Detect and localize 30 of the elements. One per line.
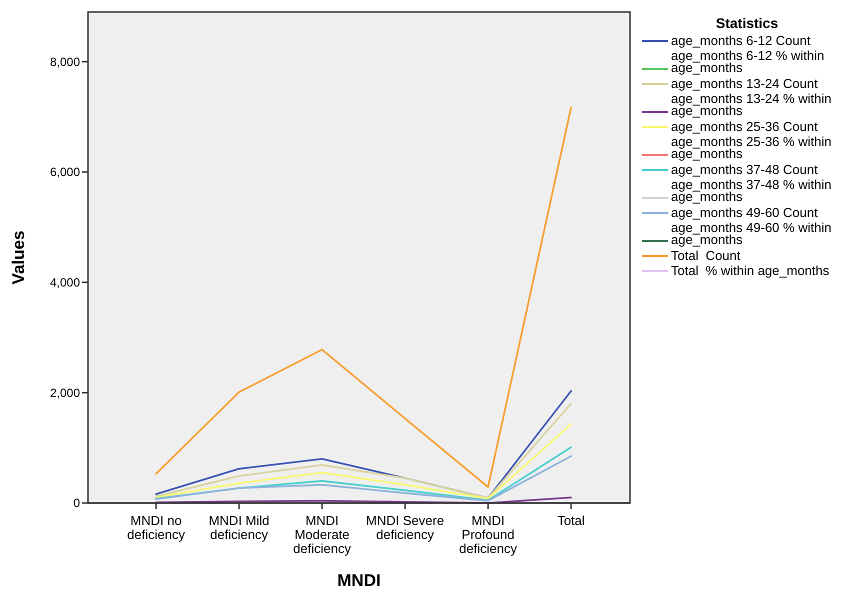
legend-title: Statistics xyxy=(716,15,778,31)
x-tick-label: MNDI Moderate deficiency xyxy=(293,513,352,556)
line-series xyxy=(155,455,572,502)
x-tick-label: MNDI Profound deficiency xyxy=(459,513,518,556)
line-series xyxy=(155,106,572,488)
line-series xyxy=(155,446,572,502)
legend-label: age_months 49-60 Count xyxy=(671,205,818,220)
legend-label: age_months 25-36 Count xyxy=(671,119,818,134)
x-tick-label: MNDI no deficiency xyxy=(127,513,186,542)
legend-label: age_months 49-60 % within age_months xyxy=(671,220,832,247)
x-axis-title: MNDI xyxy=(337,571,381,590)
legend-label: age_months 6-12 Count xyxy=(671,33,811,48)
legend-label: age_months 25-36 % within age_months xyxy=(671,134,832,161)
x-tick-label: Total xyxy=(557,513,585,528)
x-tick-label: MNDI Mild deficiency xyxy=(208,513,270,542)
line-series xyxy=(155,423,572,500)
y-tick-label: 0 xyxy=(73,496,80,510)
y-tick-label: 4,000 xyxy=(50,276,80,290)
legend-label: age_months 6-12 % within age_months xyxy=(671,48,824,75)
y-axis-title: Values xyxy=(9,230,28,284)
legend-label: age_months 13-24 % within age_months xyxy=(671,91,832,118)
legend-label: age_months 13-24 Count xyxy=(671,76,818,91)
y-tick-label: 6,000 xyxy=(50,165,80,180)
legend-label: age_months 37-48 % within age_months xyxy=(671,177,832,204)
y-tick-label: 8,000 xyxy=(50,54,80,69)
legend-label: Total Count xyxy=(671,248,741,263)
y-tick-label: 2,000 xyxy=(50,386,80,400)
x-tick-label: MNDI Severe deficiency xyxy=(366,513,444,542)
legend-label: age_months 37-48 Count xyxy=(671,162,818,177)
legend-label: Total % within age_months xyxy=(671,263,830,278)
